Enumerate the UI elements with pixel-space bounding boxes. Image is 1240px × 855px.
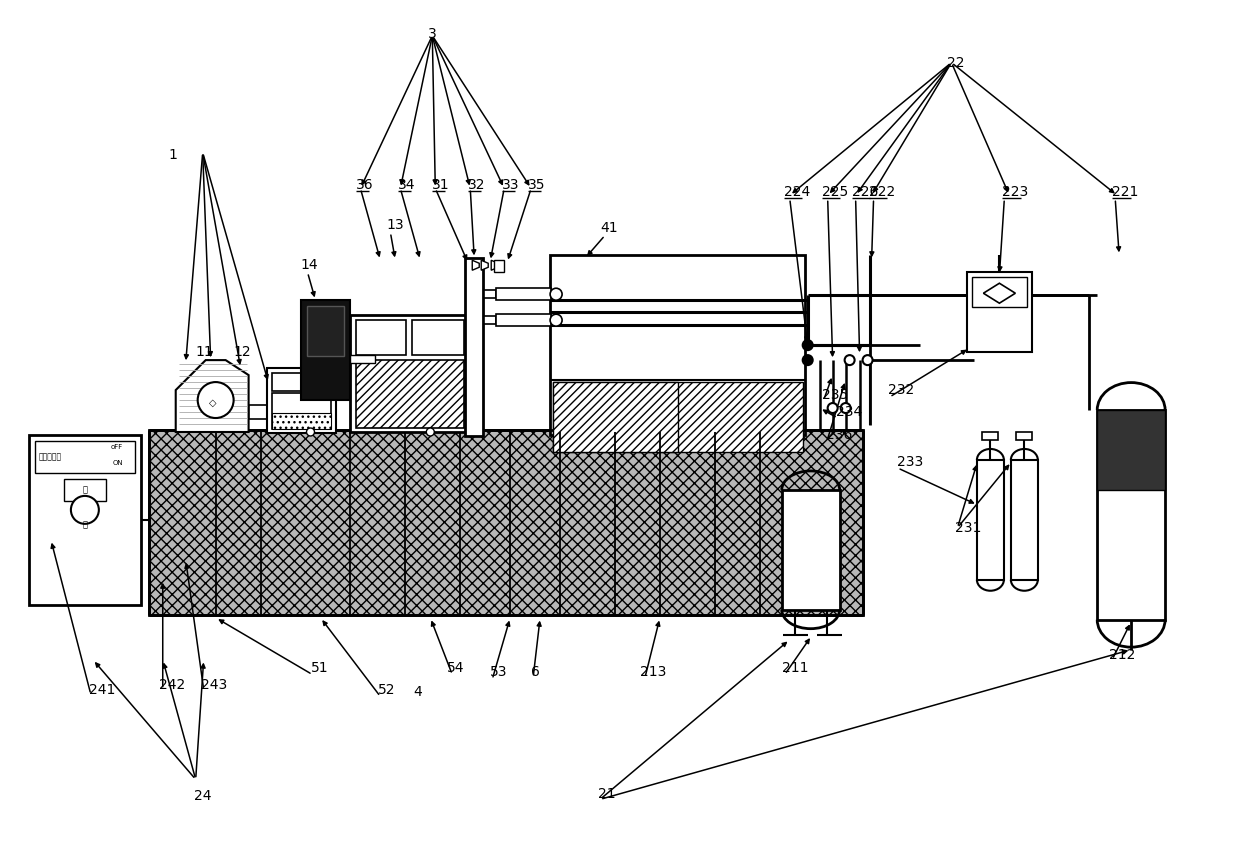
Bar (300, 300, 351, 400)
Text: 24: 24 (193, 789, 211, 804)
Text: 213: 213 (640, 664, 666, 679)
Text: 222: 222 (868, 186, 895, 199)
Text: 33: 33 (502, 179, 520, 192)
Text: 6: 6 (531, 664, 539, 679)
Text: 225: 225 (822, 186, 848, 199)
Text: 光强温度计: 光强温度计 (38, 452, 62, 462)
Bar (306, 306, 345, 357)
Bar (972, 277, 1027, 307)
Text: 226: 226 (852, 186, 878, 199)
Bar (1097, 410, 1166, 620)
Text: 31: 31 (433, 179, 450, 192)
Polygon shape (983, 283, 1016, 304)
Bar (248, 405, 267, 419)
Bar (553, 382, 802, 452)
Bar (982, 432, 998, 440)
Circle shape (551, 314, 562, 326)
Text: 34: 34 (398, 179, 415, 192)
Bar (781, 540, 839, 610)
Bar (1097, 410, 1166, 490)
Circle shape (863, 355, 873, 365)
Circle shape (197, 382, 233, 418)
Bar (356, 360, 464, 428)
Bar (272, 373, 301, 391)
Bar (272, 413, 331, 429)
Bar (306, 373, 332, 391)
Text: 54: 54 (448, 661, 465, 675)
Circle shape (427, 428, 434, 436)
Text: 212: 212 (1110, 647, 1136, 662)
Bar (485, 316, 496, 324)
Polygon shape (176, 360, 248, 432)
Text: 241: 241 (89, 682, 115, 697)
Text: 211: 211 (781, 661, 808, 675)
Text: 启: 启 (82, 486, 87, 494)
Text: 36: 36 (356, 179, 374, 192)
Bar (149, 430, 863, 615)
Text: ◇: ◇ (208, 398, 216, 408)
Text: 关: 关 (82, 521, 87, 529)
Bar (485, 290, 496, 298)
Bar (977, 460, 1004, 580)
Text: 3: 3 (428, 27, 436, 41)
Text: 35: 35 (528, 179, 546, 192)
Bar (413, 320, 464, 355)
Text: 235: 235 (822, 388, 848, 402)
Bar (1017, 432, 1033, 440)
Text: 12: 12 (233, 345, 252, 359)
Bar (29, 435, 141, 604)
Text: 236: 236 (826, 428, 852, 442)
Polygon shape (472, 260, 479, 270)
Circle shape (551, 288, 562, 300)
Circle shape (71, 496, 99, 524)
Circle shape (306, 428, 315, 436)
Bar (967, 272, 1033, 352)
Text: 1: 1 (169, 149, 177, 162)
Text: 234: 234 (836, 405, 862, 419)
Circle shape (841, 403, 851, 413)
Text: 13: 13 (387, 218, 404, 233)
Text: 233: 233 (897, 455, 923, 469)
Bar (553, 382, 678, 452)
Text: 32: 32 (469, 179, 486, 192)
Text: 231: 231 (956, 521, 982, 535)
Bar (35, 441, 135, 473)
Bar (496, 288, 551, 300)
Bar (495, 260, 505, 272)
Bar (1012, 460, 1038, 580)
Text: 224: 224 (784, 186, 810, 199)
Text: 11: 11 (196, 345, 213, 359)
Text: 51: 51 (310, 661, 329, 675)
Text: 41: 41 (600, 221, 618, 235)
Text: 232: 232 (888, 383, 914, 397)
Text: 52: 52 (378, 682, 396, 697)
Bar (351, 355, 376, 363)
Bar (496, 314, 551, 326)
Text: 221: 221 (1112, 186, 1138, 199)
Bar (465, 258, 484, 436)
Bar (356, 320, 407, 355)
Bar (272, 393, 331, 429)
Bar (267, 369, 336, 433)
Text: 223: 223 (1002, 186, 1029, 199)
Circle shape (802, 355, 812, 365)
Text: 14: 14 (300, 258, 319, 272)
Text: 53: 53 (490, 664, 507, 679)
Text: 21: 21 (598, 787, 616, 801)
Bar (781, 490, 839, 610)
Text: 243: 243 (201, 677, 227, 692)
Text: oFF: oFF (110, 444, 123, 450)
Circle shape (827, 403, 838, 413)
Circle shape (802, 340, 812, 351)
Text: 22: 22 (947, 56, 965, 69)
Text: ON: ON (113, 460, 124, 466)
Text: 4: 4 (413, 685, 422, 699)
Bar (551, 256, 805, 435)
Bar (64, 479, 105, 501)
Circle shape (844, 355, 854, 365)
Text: 242: 242 (159, 677, 185, 692)
Bar (351, 315, 470, 432)
Polygon shape (481, 260, 489, 270)
Polygon shape (491, 260, 498, 270)
